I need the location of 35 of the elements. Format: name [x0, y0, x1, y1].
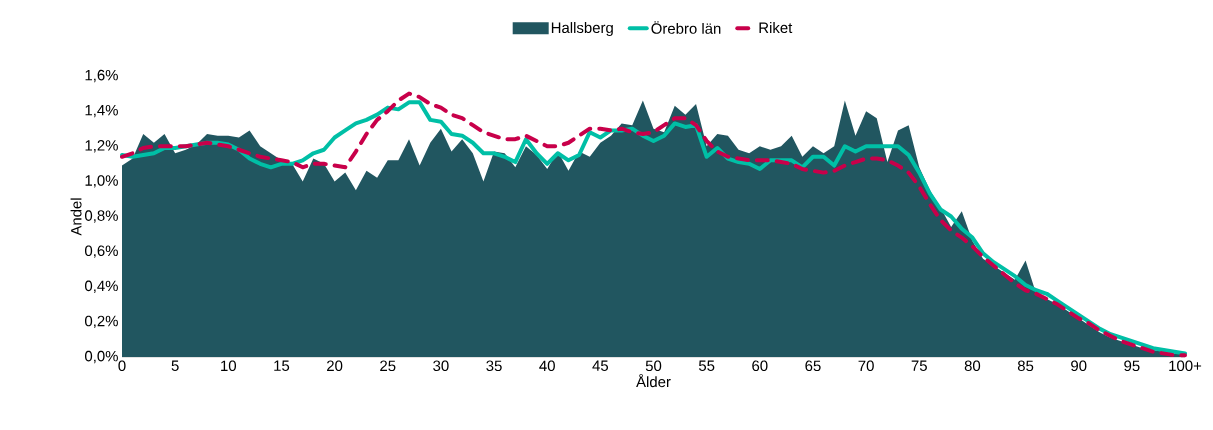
y-tick-label: 0,6%: [85, 245, 118, 258]
x-tick-label: 10: [221, 360, 237, 372]
x-tick-label: 40: [539, 360, 555, 372]
x-tick-label: 65: [805, 360, 821, 372]
x-tick-label: 70: [858, 360, 874, 372]
x-tick-label: 45: [592, 360, 609, 371]
y-tick-label: 1,4%: [85, 104, 118, 118]
x-tick-label: 35: [486, 360, 502, 372]
x-tick-label: 100+: [1169, 360, 1202, 372]
x-tick-label: 80: [964, 360, 981, 372]
legend-label: Hallsberg: [551, 22, 613, 36]
x-tick-label: 0: [118, 360, 126, 372]
x-axis-title: Ålder: [636, 373, 671, 388]
x-tick-label: 75: [911, 360, 927, 371]
y-axis-title: Andel: [70, 198, 82, 236]
y-tick-label: 1,6%: [85, 69, 118, 83]
x-tick-label: 20: [327, 360, 343, 372]
y-tick-label: 0,8%: [85, 210, 118, 223]
x-tick-label: 90: [1071, 360, 1087, 372]
y-tick-label: 0,4%: [85, 280, 118, 293]
x-tick-label: 55: [698, 360, 715, 371]
y-tick-label: 1,2%: [85, 140, 118, 153]
x-tick-label: 60: [752, 360, 768, 372]
x-tick-label: 5: [171, 360, 179, 371]
legend-label: Riket: [759, 22, 793, 34]
x-tick-label: 50: [645, 360, 662, 372]
x-tick-label: 25: [380, 360, 396, 372]
x-tick-label: 85: [1017, 360, 1034, 372]
x-tick-label: 15: [274, 360, 290, 371]
x-tick-label: 30: [433, 360, 449, 372]
legend-label: Örebro län: [651, 21, 721, 34]
y-tick-label: 0,2%: [85, 315, 118, 329]
y-tick-label: 0,0%: [85, 350, 118, 364]
y-tick-label: 1,0%: [85, 175, 118, 188]
x-tick-label: 95: [1124, 360, 1140, 372]
